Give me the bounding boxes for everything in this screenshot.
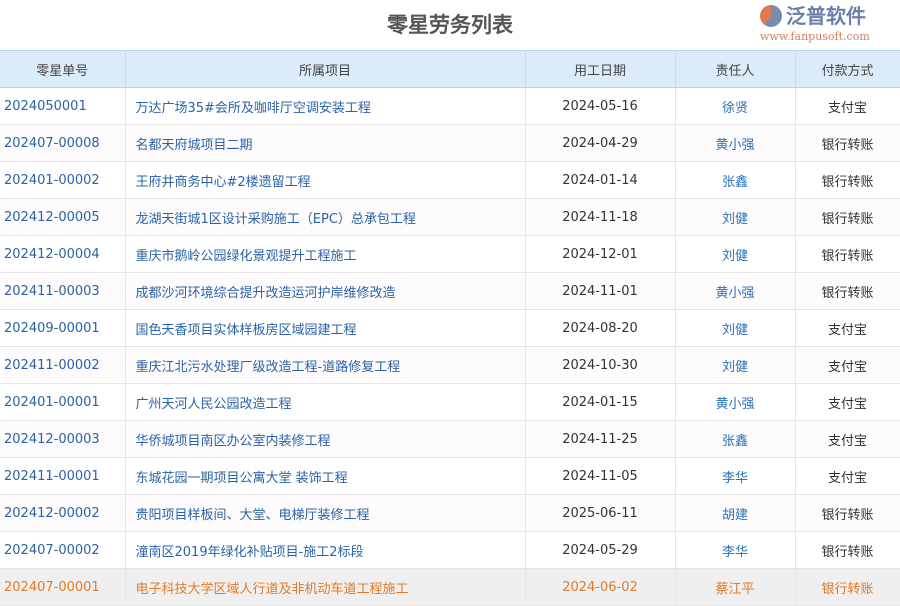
payment-method: 银行转账	[795, 531, 900, 569]
project-link[interactable]: 名都天府城项目二期	[125, 124, 526, 162]
project-link[interactable]: 重庆市鹅岭公园绿化景观提升工程施工	[125, 235, 526, 273]
responsible-person[interactable]: 刘健	[675, 198, 796, 236]
responsible-person[interactable]: 黄小强	[675, 383, 796, 421]
payment-method: 支付宝	[795, 383, 900, 421]
work-date: 2024-04-29	[525, 124, 676, 162]
responsible-person[interactable]: 黄小强	[675, 272, 796, 310]
project-link[interactable]: 国色天香项目实体样板房区域园建工程	[125, 309, 526, 347]
column-header[interactable]: 责任人	[675, 50, 796, 88]
order-id-link[interactable]: 202412-00003	[0, 420, 126, 458]
table-row[interactable]: 202411-00001 东城花园一期项目公寓大堂 装饰工程 2024-11-05 李…	[0, 457, 900, 495]
column-header[interactable]: 付款方式	[795, 50, 900, 88]
project-link[interactable]: 重庆江北污水处理厂级改造工程-道路修复工程	[125, 346, 526, 384]
payment-method: 银行转账	[795, 124, 900, 162]
payment-method: 银行转账	[795, 235, 900, 273]
table-row[interactable]: 2024050001 万达广场35#会所及咖啡厅空调安装工程 2024-05-16 徐…	[0, 87, 900, 125]
table-row[interactable]: 202412-00003 华侨城项目南区办公室内装修工程 2024-11-25 张鑫支…	[0, 420, 900, 458]
order-id-link[interactable]: 202411-00003	[0, 272, 126, 310]
table-row[interactable]: 202401-00001 广州天河人民公园改造工程 2024-01-15 黄小强 支付宝	[0, 383, 900, 421]
payment-method: 支付宝	[795, 309, 900, 347]
project-link[interactable]: 东城花园一期项目公寓大堂 装饰工程	[125, 457, 526, 495]
responsible-person[interactable]: 刘健	[675, 235, 796, 273]
column-header[interactable]: 用工日期	[525, 50, 676, 88]
order-id-link[interactable]: 202412-00004	[0, 235, 126, 273]
project-link[interactable]: 贵阳项目样板间、大堂、电梯厅装修工程	[125, 494, 526, 532]
project-link[interactable]: 华侨城项目南区办公室内装修工程	[125, 420, 526, 458]
order-id-link[interactable]: 202401-00001	[0, 383, 126, 421]
responsible-person[interactable]: 刘健	[675, 309, 796, 347]
responsible-person[interactable]: 徐贤	[675, 87, 796, 125]
order-id-link[interactable]: 202412-00002	[0, 494, 126, 532]
table-row[interactable]: 202407-00002 潼南区2019年绿化补贴项目-施工2标段 2024-05-…	[0, 531, 900, 569]
table-row[interactable]: 202411-00003 成都沙河环境综合提升改造运河护岸维修改造 2024-11-…	[0, 272, 900, 310]
labor-table: 零星单号 所属项目 用工日期 责任人 付款方式 2024050001 万达广场35#会所及…	[0, 50, 900, 606]
responsible-person[interactable]: 李华	[675, 457, 796, 495]
payment-method: 银行转账	[795, 272, 900, 310]
order-id-link[interactable]: 202407-00008	[0, 124, 126, 162]
project-link[interactable]: 潼南区2019年绿化补贴项目-施工2标段	[125, 531, 526, 569]
column-header[interactable]: 零星单号	[0, 50, 126, 88]
payment-method: 银行转账	[795, 494, 900, 532]
work-date: 2024-05-16	[525, 87, 676, 125]
payment-method: 支付宝	[795, 420, 900, 458]
payment-method: 支付宝	[795, 346, 900, 384]
work-date: 2024-01-14	[525, 161, 676, 199]
payment-method: 支付宝	[795, 87, 900, 125]
payment-method: 支付宝	[795, 457, 900, 495]
table-row[interactable]: 202401-00002 王府井商务中心#2楼遗留工程 2024-01-14 张鑫 银行…	[0, 161, 900, 199]
column-header[interactable]: 所属项目	[125, 50, 526, 88]
work-date: 2024-11-18	[525, 198, 676, 236]
table-row[interactable]: 202412-00002 贵阳项目样板间、大堂、电梯厅装修工程 2025-06-11…	[0, 494, 900, 532]
responsible-person[interactable]: 张鑫	[675, 420, 796, 458]
responsible-person[interactable]: 张鑫	[675, 161, 796, 199]
project-link[interactable]: 万达广场35#会所及咖啡厅空调安装工程	[125, 87, 526, 125]
work-date: 2024-11-05	[525, 457, 676, 495]
work-date: 2025-06-11	[525, 494, 676, 532]
responsible-person[interactable]: 黄小强	[675, 124, 796, 162]
order-id-link[interactable]: 202411-00002	[0, 346, 126, 384]
work-date: 2024-12-01	[525, 235, 676, 273]
responsible-person[interactable]: 李华	[675, 531, 796, 569]
project-link[interactable]: 广州天河人民公园改造工程	[125, 383, 526, 421]
table-row[interactable]: 202407-00008 名都天府城项目二期 2024-04-29 黄小强 银行转账	[0, 124, 900, 162]
table-row[interactable]: 202409-00001 国色天香项目实体样板房区域园建工程 2024-08-20 刘…	[0, 309, 900, 347]
work-date: 2024-11-25	[525, 420, 676, 458]
project-link[interactable]: 王府井商务中心#2楼遗留工程	[125, 161, 526, 199]
project-link[interactable]: 成都沙河环境综合提升改造运河护岸维修改造	[125, 272, 526, 310]
work-date: 2024-11-01	[525, 272, 676, 310]
responsible-person[interactable]: 刘健	[675, 346, 796, 384]
order-id-link[interactable]: 202409-00001	[0, 309, 126, 347]
work-date: 2024-05-29	[525, 531, 676, 569]
payment-method: 银行转账	[795, 161, 900, 199]
table-row[interactable]: 202411-00002 重庆江北污水处理厂级改造工程-道路修复工程 2024-10…	[0, 346, 900, 384]
responsible-person[interactable]: 胡建	[675, 494, 796, 532]
payment-method: 银行转账	[795, 198, 900, 236]
order-id-link[interactable]: 2024050001	[0, 87, 126, 125]
order-id-link[interactable]: 202401-00002	[0, 161, 126, 199]
table-row[interactable]: 202412-00005 龙湖天街城1区设计采购施工（EPC）总承包工程 2024-…	[0, 198, 900, 236]
project-link[interactable]: 龙湖天街城1区设计采购施工（EPC）总承包工程	[125, 198, 526, 236]
table-row[interactable]: 202412-00004 重庆市鹅岭公园绿化景观提升工程施工 2024-12-01 刘…	[0, 235, 900, 273]
order-id-link[interactable]: 202412-00005	[0, 198, 126, 236]
header-row: 零星单号 所属项目 用工日期 责任人 付款方式	[0, 50, 900, 88]
order-id-link[interactable]: 202411-00001	[0, 457, 126, 495]
work-date: 2024-01-15	[525, 383, 676, 421]
work-date: 2024-08-20	[525, 309, 676, 347]
work-date: 2024-10-30	[525, 346, 676, 384]
page-title: 零星劳务列表	[387, 13, 513, 37]
order-id-link[interactable]: 202407-00002	[0, 531, 126, 569]
table-body: 2024050001 万达广场35#会所及咖啡厅空调安装工程 2024-05-16 徐…	[0, 87, 900, 606]
